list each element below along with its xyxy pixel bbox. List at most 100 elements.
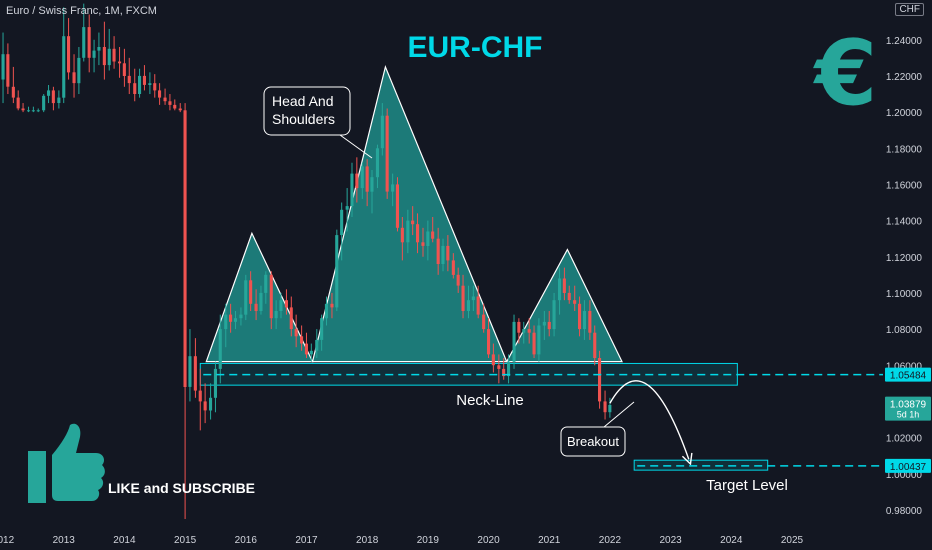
candle <box>67 18 71 80</box>
chart-title: EUR-CHF <box>408 31 543 64</box>
candle-body <box>259 292 263 311</box>
candle-body <box>133 83 137 94</box>
price-label-value: 1.03879 <box>890 400 927 411</box>
candle <box>87 14 91 73</box>
candle-body <box>552 300 556 330</box>
candle-body <box>330 303 334 308</box>
candle <box>552 292 556 337</box>
candle-body <box>491 354 495 366</box>
x-tick-label: 2017 <box>295 535 318 546</box>
x-tick-label: 2012 <box>0 535 15 546</box>
candle <box>598 350 602 409</box>
candle <box>507 354 511 384</box>
candle-body <box>188 356 192 387</box>
candle-body <box>173 104 177 109</box>
head-shoulders-callout: Head And Shoulders <box>263 86 373 159</box>
candle <box>522 321 526 344</box>
candle-body <box>21 108 25 111</box>
candle-body <box>320 318 324 340</box>
x-tick-label: 2023 <box>659 535 682 546</box>
candle-body <box>593 332 597 358</box>
candle <box>411 206 415 236</box>
candle <box>16 90 20 111</box>
candle <box>168 94 172 111</box>
candle-body <box>163 97 167 102</box>
candle-body <box>324 303 328 319</box>
candle-body <box>16 97 20 109</box>
candle <box>148 72 152 95</box>
x-tick-label: 2016 <box>235 535 258 546</box>
candle <box>370 169 374 214</box>
candle-body <box>400 227 404 243</box>
candle <box>203 383 207 424</box>
candle <box>567 285 571 304</box>
y-tick-label: 1.10000 <box>886 289 923 300</box>
candle-body <box>274 311 278 319</box>
candle <box>153 74 157 98</box>
candle <box>289 296 293 337</box>
candle <box>304 332 308 359</box>
symbol-label: Euro / Swiss Franc, 1M, FXCM <box>6 5 157 17</box>
candle-body <box>588 311 592 333</box>
candle <box>193 338 197 398</box>
candle-body <box>567 292 571 301</box>
candle <box>497 354 501 384</box>
x-tick-label: 2020 <box>477 535 500 546</box>
candle <box>300 325 304 351</box>
euro-logo-icon: € <box>813 21 878 126</box>
candle <box>360 162 364 199</box>
candle <box>102 21 106 80</box>
price-label-value: 1.00437 <box>890 462 927 473</box>
candle-body <box>375 148 379 178</box>
candle <box>294 314 298 348</box>
candle-body <box>97 47 101 51</box>
candle-body <box>178 108 182 111</box>
candle <box>112 36 116 69</box>
y-tick-label: 1.20000 <box>886 108 923 119</box>
candle <box>491 343 495 373</box>
candle <box>582 300 586 340</box>
candle <box>380 103 384 156</box>
candle <box>92 39 96 73</box>
candle-body <box>254 303 258 311</box>
candle-body <box>51 90 55 104</box>
candle <box>62 7 66 104</box>
candle-body <box>365 166 369 192</box>
candle <box>57 90 61 109</box>
x-tick-label: 2014 <box>113 535 136 546</box>
candle-body <box>31 110 35 112</box>
candle-body <box>391 184 395 192</box>
y-tick-label: 1.00000 <box>886 470 923 481</box>
y-tick-label: 1.24000 <box>886 36 923 47</box>
candle <box>173 99 177 111</box>
currency-badge[interactable]: CHF <box>895 3 924 16</box>
candle <box>431 216 435 243</box>
candle-body <box>482 314 486 330</box>
candle-body <box>527 329 531 333</box>
candle <box>487 318 491 359</box>
candle <box>239 307 243 326</box>
candle-body <box>269 274 273 319</box>
candle-body <box>198 390 202 402</box>
y-tick-label: 1.14000 <box>886 217 923 228</box>
candle-body <box>87 27 91 58</box>
candle <box>330 292 334 319</box>
candle <box>82 3 86 62</box>
candle-body <box>456 274 460 286</box>
candle-body <box>436 238 440 264</box>
candle-body <box>264 274 268 293</box>
candle-body <box>562 278 566 293</box>
candle-body <box>57 97 61 103</box>
y-tick-label: 1.06000 <box>886 361 923 372</box>
candle-body <box>360 166 364 189</box>
candle <box>527 318 531 344</box>
candle-body <box>608 405 612 413</box>
candle <box>436 227 440 275</box>
candle-body <box>289 307 293 330</box>
candle-body <box>42 95 46 111</box>
candle <box>47 84 51 104</box>
candle <box>385 108 389 199</box>
candle <box>209 383 213 420</box>
candle <box>451 253 455 279</box>
candle <box>72 54 76 98</box>
